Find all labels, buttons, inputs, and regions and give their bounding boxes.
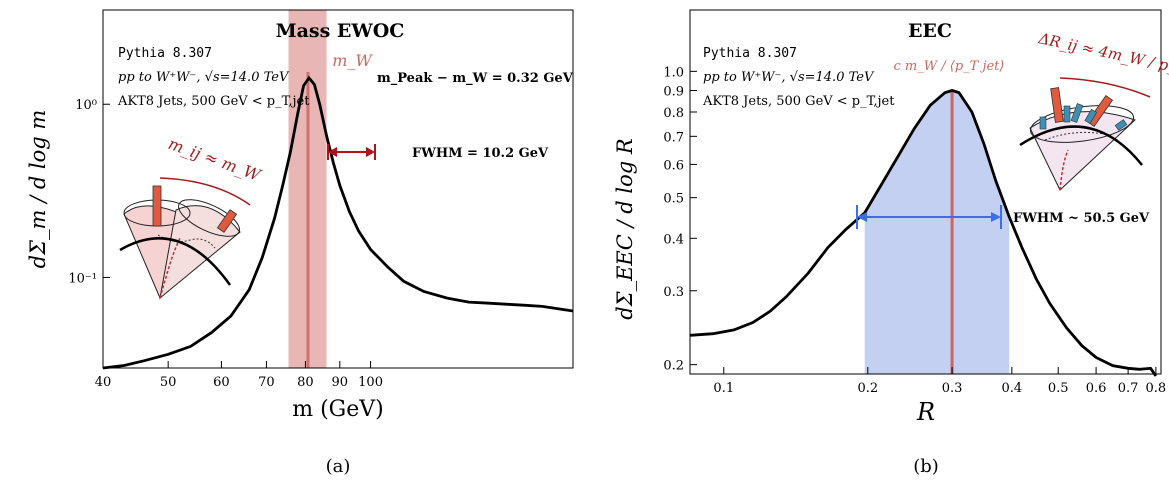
panel-a-frame <box>102 9 574 369</box>
panel-b-frame <box>689 9 1162 375</box>
panel-b-xtick-label-3: 0.4 <box>1001 381 1022 396</box>
panel-a-xtick-label-1: 50 <box>160 375 177 390</box>
panel-b-xtick-label-0: 0.1 <box>713 381 734 396</box>
panel-b-info-line-2: pp to W⁺W⁻, √s=14.0 TeV <box>703 70 875 85</box>
panel-a-fwhm-label: FWHM = 10.2 GeV <box>412 146 549 161</box>
panel-b-ytick-label-2: 0.4 <box>663 232 684 247</box>
panel-a-peak-label: m_W <box>332 51 373 70</box>
panel-a-jet-diagram-icon <box>119 185 241 300</box>
panel-b-info-line-1: Pythia 8.307 <box>703 46 797 61</box>
panel-b-fwhm-arrow <box>856 205 1002 229</box>
panel-a-pair-label: m_ij ≈ m_W <box>166 134 265 185</box>
panel-b-xtick-label-5: 0.6 <box>1086 381 1107 396</box>
panel-b-ytick-label-4: 0.6 <box>663 158 684 173</box>
panel-a-ylabel: dΣ_m / d log m <box>26 110 50 269</box>
panel-b-label: (b) <box>913 456 939 477</box>
panel-b-pair-label: ΔR_ij ≈ 4m_W / p_T <box>1036 29 1169 78</box>
panel-b-ytick-label-6: 0.8 <box>663 106 684 121</box>
panel-a-xtick-label-5: 90 <box>332 375 349 390</box>
panel-b-xlabel: R <box>916 398 935 426</box>
panel-a-xlabel: m (GeV) <box>292 397 384 422</box>
panel-a-title: Mass EWOC <box>276 20 405 42</box>
panel-b-ylabel: dΣ_EEC / d log R <box>613 138 637 320</box>
panel-b: 0.1 0.2 0.3 0.4 0.5 0.6 0.7 0.8 0.2 0.3 0.4 0.5 0.6 0… <box>613 9 1169 477</box>
panel-b-peak-label: c m_W / ⟨p_T jet⟩ <box>894 59 1005 74</box>
panel-b-pair-arc <box>1059 77 1151 98</box>
panel-b-title: EEC <box>908 20 952 42</box>
panel-b-ytick-label-7: 0.9 <box>663 85 684 100</box>
panel-a-xtick-label-0: 40 <box>95 375 112 390</box>
panel-a-info-line-3: AKT8 Jets, 500 GeV < p_T,jet <box>117 94 310 109</box>
panel-a-ticks: 40 50 60 70 80 90 100 10⁻¹ 10⁰ <box>68 98 383 390</box>
panel-b-ytick-label-3: 0.5 <box>663 192 684 207</box>
panel-a-xtick-label-6: 100 <box>358 375 383 390</box>
panel-b-xtick-label-2: 0.3 <box>942 381 963 396</box>
panel-a-shift-label: m_Peak − m_W = 0.32 GeV <box>377 71 574 86</box>
panel-b-ticks: 0.1 0.2 0.3 0.4 0.5 0.6 0.7 0.8 0.2 0.3 0.4 0.5 0.6 0… <box>663 65 1166 396</box>
panel-b-xtick-label-7: 0.8 <box>1146 381 1167 396</box>
panel-b-fwhm-label: FWHM ~ 50.5 GeV <box>1013 211 1150 226</box>
panel-a-info-line-2: pp to W⁺W⁻, √s=14.0 TeV <box>118 70 290 85</box>
panel-b-ytick-label-8: 1.0 <box>663 65 684 80</box>
panel-b-jet-diagram-icon <box>1019 87 1143 191</box>
panel-a-label: (a) <box>326 456 351 477</box>
panel-a-xtick-label-4: 80 <box>297 375 314 390</box>
panel-b-xtick-label-1: 0.2 <box>857 381 878 396</box>
panel-a-xtick-label-2: 60 <box>213 375 230 390</box>
panel-a-ytick-label-0: 10⁻¹ <box>68 271 97 286</box>
panel-a-pair-arc <box>159 177 251 206</box>
panel-a-info-line-1: Pythia 8.307 <box>118 46 212 61</box>
panel-b-info-line-3: AKT8 Jets, 500 GeV < p_T,jet <box>702 94 895 109</box>
panel-a-ytick-label-1: 10⁰ <box>75 98 97 113</box>
panel-b-ytick-label-1: 0.3 <box>663 285 684 300</box>
panel-b-curve <box>689 89 1158 377</box>
panel-a-xtick-label-3: 70 <box>258 375 275 390</box>
panel-b-xtick-label-6: 0.7 <box>1118 381 1139 396</box>
panel-b-ytick-label-0: 0.2 <box>663 359 684 374</box>
panel-a: 40 50 60 70 80 90 100 10⁻¹ 10⁰ Mass EWOC Pythia … <box>26 9 574 477</box>
panel-a-fwhm-arrow <box>327 144 376 160</box>
panel-b-band <box>864 90 1010 374</box>
panel-b-ytick-label-5: 0.7 <box>663 130 684 145</box>
panel-b-xtick-label-4: 0.5 <box>1048 381 1069 396</box>
panel-a-curve <box>102 75 574 370</box>
